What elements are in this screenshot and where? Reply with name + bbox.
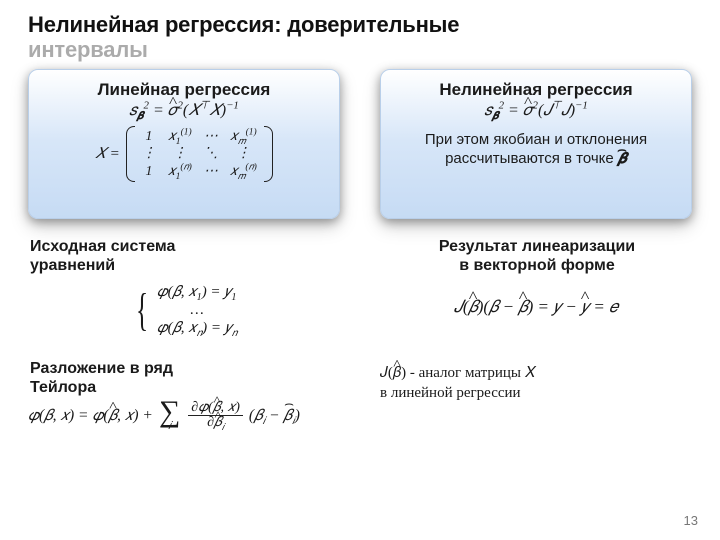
card-linear-matrix-row: 𝑋 = 1𝑥1(1)⋯𝑥𝑚(1)⋮⋮⋱⋮1𝑥1(𝑛)⋯𝑥𝑚(𝑛) [43,126,325,183]
title-line-2: интервалы [28,37,148,62]
title-line-1: Нелинейная регрессия: доверительные [28,12,459,37]
matrix-cell: 1 [136,128,162,146]
matrix-cell: ⋯ [198,128,224,146]
matrix-cell: ⋮ [224,145,263,163]
page-title: Нелинейная регрессия: доверительные инте… [28,12,692,63]
sys-mid: … [190,301,203,319]
matrix-cell: 𝑥𝑚(𝑛) [224,163,263,181]
heading-taylor: Разложение в ряд Тейлора [30,359,340,397]
card-linear-regression: Линейная регрессия 𝑠𝜷2 = 𝜎2(𝑋⊤𝑋)−1 𝑋 = 1… [28,69,340,219]
col-left: Исходная система уравнений { 𝜑(𝛽, 𝑥1) = … [28,237,340,431]
card-nonlinear-note: При этом якобиан и отклонения рассчитыва… [395,130,677,170]
matrix-cell: 𝑥𝑚(1) [224,128,263,146]
sys-line-1: 𝜑(𝛽, 𝑥1) = 𝑦1 [157,283,237,301]
sys-line-3: 𝜑(𝛽, 𝑥𝑛) = 𝑦𝑛 [157,319,237,337]
heading-linearization: Результат линеаризации в векторной форме [382,237,692,275]
matrix-cell: ⋮ [136,145,162,163]
heading-system: Исходная система уравнений [30,237,340,275]
design-matrix: 1𝑥1(1)⋯𝑥𝑚(1)⋮⋮⋱⋮1𝑥1(𝑛)⋯𝑥𝑚(𝑛) [126,126,273,183]
taylor-fraction: ∂𝜑(𝛽, 𝑥) ∂𝛽𝑖 [188,401,243,430]
cards-row: Линейная регрессия 𝑠𝜷2 = 𝜎2(𝑋⊤𝑋)−1 𝑋 = 1… [28,69,692,219]
card-nonlinear-formula: 𝑠𝜷2 = 𝜎2(𝐽⊤𝐽)−1 [395,102,677,120]
left-brace-icon: { [136,296,148,324]
slide: Нелинейная регрессия: доверительные инте… [0,0,720,540]
card-linear-title: Линейная регрессия [43,80,325,100]
matrix-cell: ⋮ [162,145,198,163]
design-matrix-table: 1𝑥1(1)⋯𝑥𝑚(1)⋮⋮⋱⋮1𝑥1(𝑛)⋯𝑥𝑚(𝑛) [136,128,263,181]
frac-den: ∂𝛽𝑖 [204,416,227,430]
card-linear-formula: 𝑠𝜷2 = 𝜎2(𝑋⊤𝑋)−1 [43,102,325,120]
mid-row: Исходная система уравнений { 𝜑(𝛽, 𝑥1) = … [28,237,692,431]
note-line-1: При этом якобиан и отклонения [425,131,647,148]
taylor-area: Разложение в ряд Тейлора 𝜑(𝛽, 𝑥) = 𝜑(𝛽, … [28,359,340,430]
sum-icon: ∑ 𝑖 [159,402,180,431]
card-nonlinear-regression: Нелинейная регрессия 𝑠𝜷2 = 𝜎2(𝐽⊤𝐽)−1 При… [380,69,692,219]
jacobian-note: 𝐽(𝛽) - аналог матрицы 𝑋в линейной регрес… [380,363,692,404]
taylor-tail: (𝛽𝑖 − 𝛽𝑖) [249,407,300,425]
matrix-lhs: 𝑋 = [95,145,120,163]
matrix-cell: ⋱ [198,145,224,163]
matrix-cell: 𝑥1(1) [162,128,198,146]
taylor-lhs: 𝜑(𝛽, 𝑥) = 𝜑(𝛽, 𝑥) + [28,407,153,425]
matrix-cell: 1 [136,163,162,181]
card-nonlinear-title: Нелинейная регрессия [395,80,677,100]
matrix-cell: 𝑥1(𝑛) [162,163,198,181]
taylor-expansion: 𝜑(𝛽, 𝑥) = 𝜑(𝛽, 𝑥) + ∑ 𝑖 ∂𝜑(𝛽, 𝑥) ∂𝛽𝑖 (𝛽𝑖… [28,401,340,430]
matrix-cell: ⋯ [198,163,224,181]
col-right: Результат линеаризации в векторной форме… [380,237,692,431]
system-of-equations: { 𝜑(𝛽, 𝑥1) = 𝑦1 … 𝜑(𝛽, 𝑥𝑛) = 𝑦𝑛 [28,283,340,337]
note-line-2: рассчитываются в точке 𝜷 [445,150,627,167]
linearization-equation: 𝐽(𝛽)(𝛽 − 𝛽) = 𝑦 − 𝑦 = 𝑒 [380,297,692,317]
page-number: 13 [684,513,698,528]
